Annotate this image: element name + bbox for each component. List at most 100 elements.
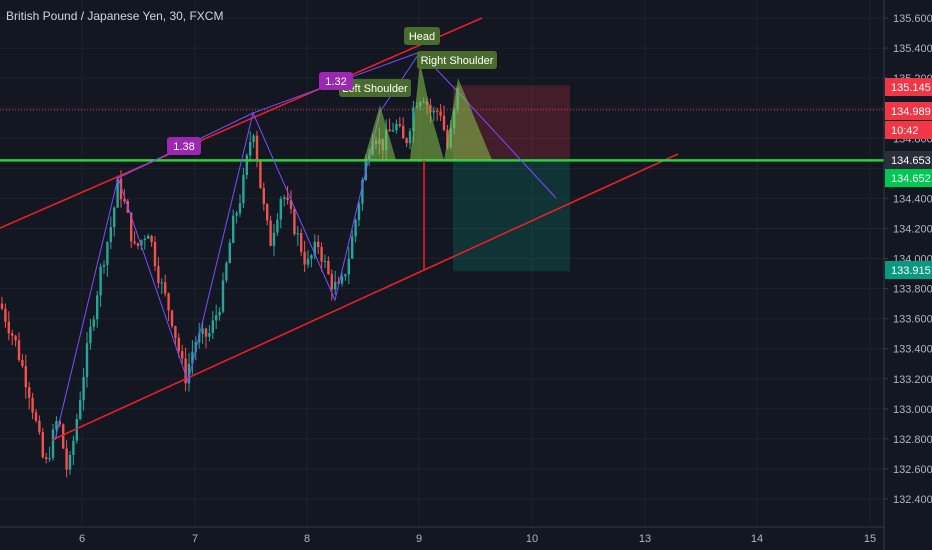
candle-body [391, 130, 395, 132]
candle-body [303, 251, 306, 265]
head-shoulders-pattern [364, 62, 492, 160]
candle-body [17, 340, 21, 360]
candle-body [398, 124, 401, 126]
candle-body [408, 131, 412, 144]
left-shoulder-label-box [339, 79, 411, 97]
candle-body [116, 178, 119, 208]
candle-body [344, 274, 347, 277]
candle-body [153, 241, 157, 267]
candle-body [58, 420, 61, 425]
candle-body [432, 110, 435, 113]
candle-body [31, 397, 34, 413]
candle-body [252, 135, 255, 142]
candle-body [306, 258, 310, 265]
price-tag-box [885, 169, 932, 187]
candle-body [72, 440, 75, 455]
candle-body [310, 255, 313, 259]
x-tick-label: 14 [751, 533, 763, 545]
candle-body [123, 199, 126, 202]
price-tag-label: 134.989 [891, 106, 931, 118]
y-tick-label: 133.200 [893, 374, 932, 386]
x-tick-label: 6 [79, 533, 85, 545]
price-tag-box [885, 102, 932, 120]
candle-body [204, 328, 208, 337]
candle-body [147, 235, 150, 239]
candle-body [150, 235, 153, 242]
price-tag-box [885, 121, 932, 139]
price-tag-label: 10:42 [891, 125, 919, 137]
price-tag: 134.989 [885, 102, 932, 120]
candle-body [4, 308, 7, 322]
price-tag-label: 133.915 [891, 265, 931, 277]
candle-body [286, 197, 289, 201]
candle-body [0, 303, 4, 309]
candle-body [439, 111, 442, 116]
candle-body [228, 242, 231, 264]
candle-body [96, 295, 99, 320]
x-tick-label: 10 [526, 533, 538, 545]
candle-body [266, 204, 269, 221]
x-tick-label: 9 [416, 533, 422, 545]
candle-body [242, 174, 245, 204]
candle-body [412, 107, 415, 132]
candle-body [99, 266, 102, 296]
candle-body [68, 454, 72, 470]
candle-body [402, 125, 405, 139]
candle-body [65, 448, 68, 470]
x-tick-label: 15 [864, 533, 876, 545]
candle-body [272, 232, 276, 246]
y-tick-label: 132.800 [893, 434, 932, 446]
candle-body [293, 208, 296, 235]
price-tag-box [885, 151, 932, 169]
y-tick-label: 135.600 [893, 13, 932, 25]
candle-body [92, 319, 95, 327]
y-tick-label: 133.600 [893, 314, 932, 326]
candle-body [218, 311, 221, 316]
price-tag: 133.915 [885, 261, 932, 279]
candle-body [170, 310, 174, 327]
left-shoulder-label-text: Left Shoulder [342, 83, 408, 95]
candle-body [208, 332, 211, 337]
price-tag-box [885, 78, 932, 96]
candle-body [429, 104, 432, 113]
candle-body [14, 335, 17, 341]
price-tag-label: 134.653 [891, 155, 931, 167]
price-tag: 10:42 [885, 121, 932, 139]
candle-body [259, 161, 262, 189]
candle-body [351, 236, 354, 259]
zigzag-wave [54, 51, 557, 441]
chart-grid [0, 0, 884, 527]
candle-body [75, 418, 78, 441]
candle-body [276, 219, 279, 233]
price-tags: 135.145 134.989 10:42 134.653 134.652 133.915 [885, 78, 932, 279]
candle-body [249, 141, 252, 156]
candle-body [140, 240, 143, 246]
drawing-overlays: Head Left Shoulder Right Shoulder 1.32 1.38 [0, 17, 884, 441]
candle-body [323, 261, 327, 263]
candle-body [45, 457, 48, 460]
candle-body [38, 420, 41, 433]
candle-body [62, 424, 65, 449]
candle-body [347, 258, 350, 275]
candle-body [51, 429, 55, 458]
candle-body [174, 326, 177, 338]
candle-body [354, 220, 357, 237]
candle-body [89, 326, 92, 344]
ratio-a-label-text: 1.32 [325, 76, 346, 88]
ratio-a-label-box [319, 72, 353, 90]
candle-body [211, 320, 214, 333]
candle-body [113, 207, 116, 227]
risk-reward-zones [453, 85, 570, 272]
candle-body [361, 179, 364, 204]
y-tick-label: 133.800 [893, 284, 932, 296]
candle-body [7, 321, 10, 334]
candle-body [340, 276, 344, 284]
candle-body [194, 342, 197, 352]
time-axis[interactable]: 6 7 8 9 10 13 14 15 [0, 526, 884, 545]
candle-body [317, 241, 320, 248]
candle-body [337, 281, 340, 284]
candle-body [238, 203, 242, 214]
candle-body [289, 200, 293, 209]
candle-body [85, 343, 89, 378]
